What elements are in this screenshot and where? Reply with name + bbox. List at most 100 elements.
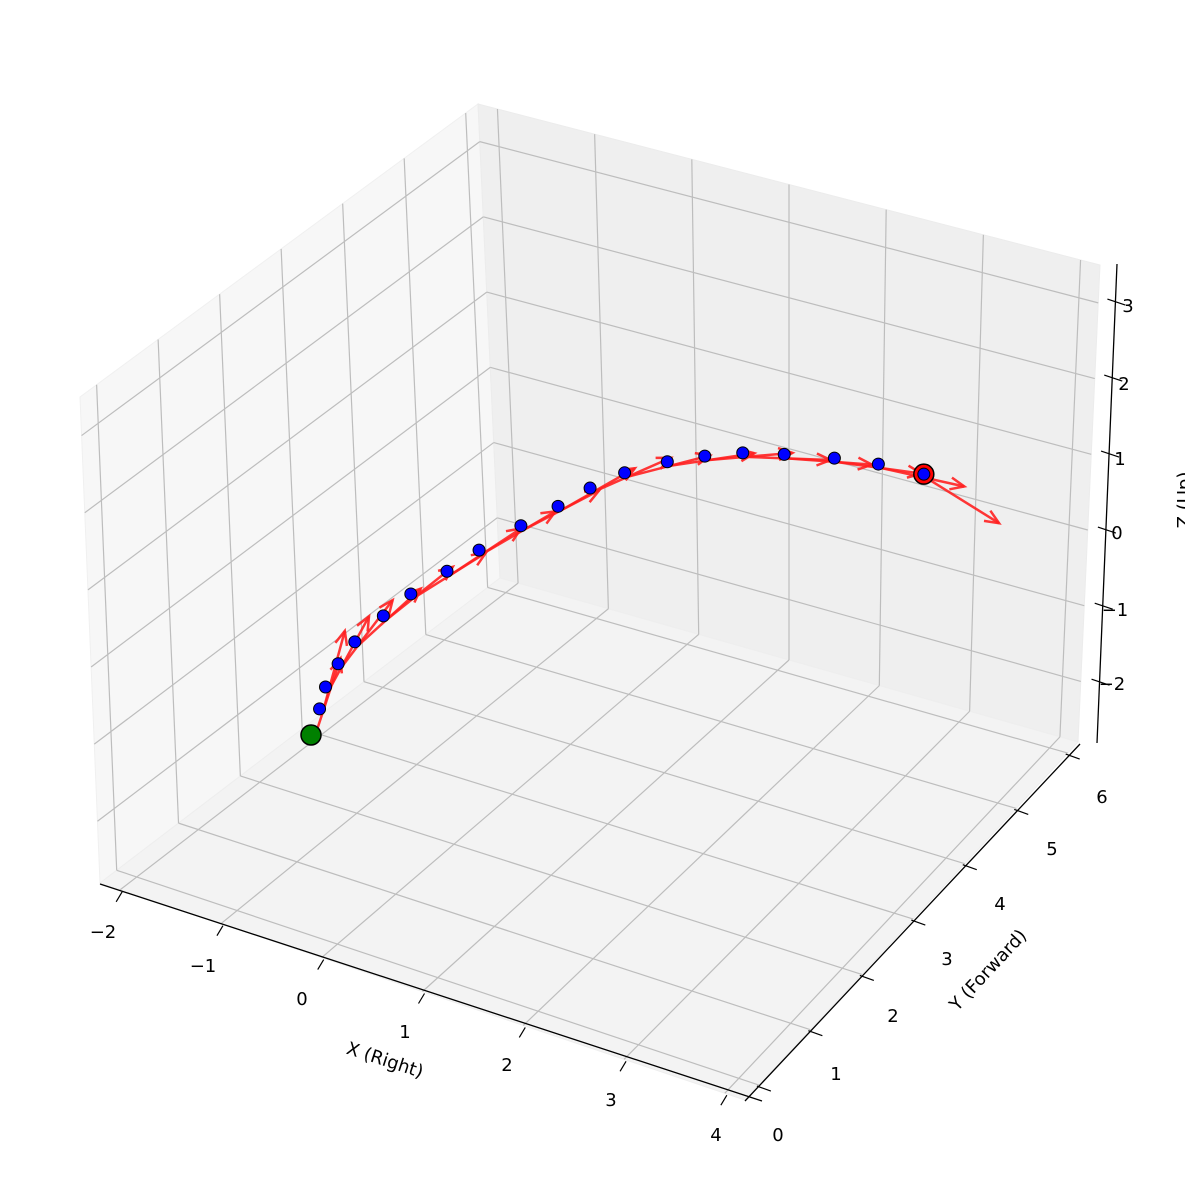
grid-line (496, 109, 519, 584)
arrow-head (334, 627, 349, 647)
grid-line (93, 442, 495, 745)
x-tick-mark (720, 1094, 728, 1106)
x-tick-label: 3 (605, 1090, 616, 1111)
y-tick-mark (1014, 808, 1029, 815)
grid-lines (81, 109, 1099, 1094)
grid-line (97, 517, 498, 822)
grid-line (522, 685, 880, 1026)
grid-line (691, 159, 700, 635)
z-tick-mark (1107, 298, 1126, 306)
trajectory-point (736, 446, 750, 460)
trajectory-point (871, 457, 885, 471)
grid-line (87, 291, 488, 591)
grid-line (240, 775, 863, 975)
grid-line (425, 633, 1017, 809)
x-tick-mark (619, 1061, 627, 1072)
x-tick-mark (317, 959, 325, 970)
trajectory-point (514, 519, 528, 533)
trajectory-point (583, 481, 597, 495)
y-tick-mark (1065, 753, 1080, 760)
trajectory-point (313, 702, 327, 716)
grid-line (220, 608, 609, 925)
heading-arrow (327, 613, 371, 692)
grid-line (483, 216, 1095, 380)
grid-line (1059, 259, 1082, 737)
axis-lines (99, 263, 1126, 1106)
x-axis-label: X (Right) (344, 1038, 426, 1083)
y-tick-label: 0 (772, 1125, 783, 1146)
heading-arrow (321, 627, 349, 714)
z-tick-label: 0 (1111, 523, 1122, 544)
arrow-head (983, 509, 1002, 525)
grid-line (157, 339, 180, 824)
grid-line (280, 248, 303, 729)
y-tick-mark (808, 1030, 823, 1037)
heading-arrow (926, 477, 1002, 525)
grid-line (493, 441, 1085, 607)
x-tick-label: 4 (710, 1125, 721, 1146)
grid-line (969, 234, 984, 712)
z-tick-label: 2 (1118, 374, 1129, 395)
y-tick-mark (911, 919, 926, 926)
grid-line (422, 659, 790, 992)
z-tick-mark (1104, 374, 1123, 382)
x-tick-label: −2 (90, 922, 117, 943)
grid-line (84, 216, 484, 514)
z-tick-label: −1 (1102, 600, 1129, 621)
grid-line (497, 517, 1081, 683)
y-axis-line (744, 743, 1081, 1102)
grid-line (479, 141, 1099, 304)
grid-line (301, 728, 914, 920)
trajectory-point (348, 635, 362, 649)
x-axis-line (99, 883, 763, 1102)
grid-line (594, 134, 609, 609)
z-axis-line (1096, 263, 1118, 744)
trajectory-point (331, 657, 345, 671)
x-tick-label: 2 (501, 1055, 512, 1076)
z-axis-label: Z (Up) (1174, 472, 1185, 529)
grid-line (321, 633, 700, 959)
z-tick-mark (1094, 602, 1113, 610)
x-tick-mark (115, 891, 123, 903)
trajectory-point (319, 680, 332, 694)
y-tick-label: 4 (994, 894, 1005, 915)
trajectory-point (827, 451, 841, 465)
y-tick-label: 6 (1096, 787, 1107, 808)
grid-line (403, 158, 427, 635)
y-tick-mark (859, 974, 875, 981)
y-tick-label: 1 (830, 1064, 841, 1085)
arrow-shaft (321, 630, 347, 714)
trajectory-point (376, 609, 390, 623)
z-tick-mark (1097, 526, 1117, 534)
z-tick-label: 1 (1114, 449, 1125, 470)
trajectory-point (472, 543, 486, 557)
floor-pane (98, 577, 1079, 1101)
z-tick-mark (1100, 450, 1120, 458)
x-tick-mark (417, 993, 426, 1004)
trajectory-points (300, 446, 935, 746)
x-tick-mark (216, 925, 224, 936)
x-tick-label: 0 (296, 989, 307, 1010)
arrow-head (356, 613, 371, 632)
arrow-head (378, 597, 395, 616)
grid-line (363, 681, 965, 865)
y-tick-mark (962, 864, 977, 871)
trajectory-point (404, 587, 418, 601)
x-tick-label: 1 (399, 1022, 410, 1043)
trajectory-point (917, 467, 931, 481)
x-tick-label: −1 (190, 956, 217, 977)
grid-line (342, 203, 365, 682)
grid-line (90, 366, 491, 668)
z-tick-label: −2 (1099, 674, 1126, 695)
grid-line (487, 586, 1068, 754)
grid-line (465, 113, 489, 588)
grid-line (81, 141, 481, 437)
trajectory-point (618, 466, 632, 480)
grid-line (219, 294, 241, 777)
trajectory-point (440, 564, 454, 578)
trajectory-point (551, 499, 565, 513)
grid-line (878, 209, 887, 686)
y-tick-label: 3 (941, 949, 952, 970)
trajectory-point (660, 455, 674, 469)
tick-labels: −2 −1 0 1 2 3 4 0 1 2 3 4 5 6 −2 −1 0 1 … (90, 296, 1134, 1146)
